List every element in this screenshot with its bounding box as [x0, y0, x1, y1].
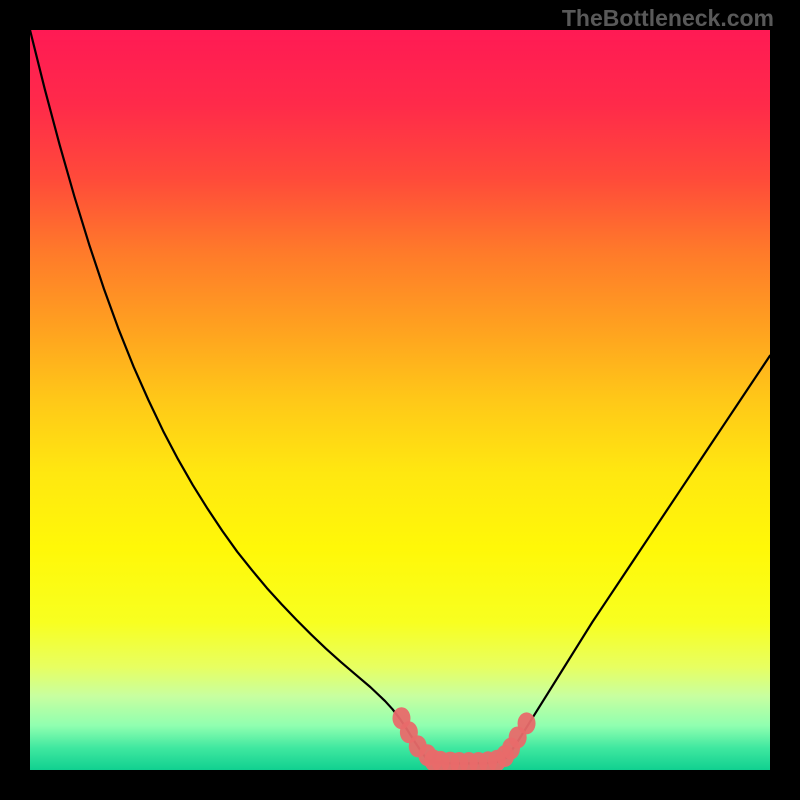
marker-group: [392, 707, 535, 770]
plot-overlay: [30, 30, 770, 770]
watermark-text: TheBottleneck.com: [562, 5, 774, 32]
chart-root: TheBottleneck.com: [0, 0, 800, 800]
plot-area: [30, 30, 770, 770]
data-marker: [518, 712, 536, 734]
bottleneck-curve: [30, 30, 770, 763]
